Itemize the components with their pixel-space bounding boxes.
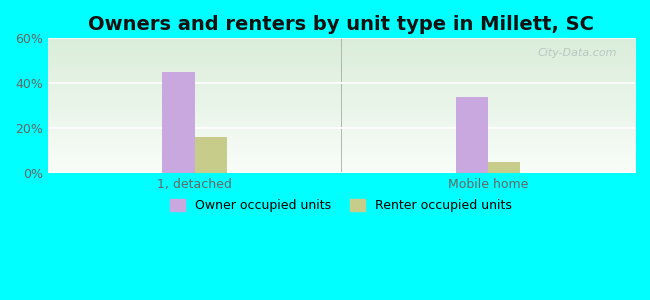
Text: City-Data.com: City-Data.com [538, 48, 617, 58]
Bar [488, 162, 521, 173]
Legend: Owner occupied units, Renter occupied units: Owner occupied units, Renter occupied un… [164, 193, 519, 219]
Bar [456, 97, 488, 173]
Title: Owners and renters by unit type in Millett, SC: Owners and renters by unit type in Mille… [88, 15, 594, 34]
Bar [162, 72, 194, 173]
Bar [194, 137, 227, 173]
